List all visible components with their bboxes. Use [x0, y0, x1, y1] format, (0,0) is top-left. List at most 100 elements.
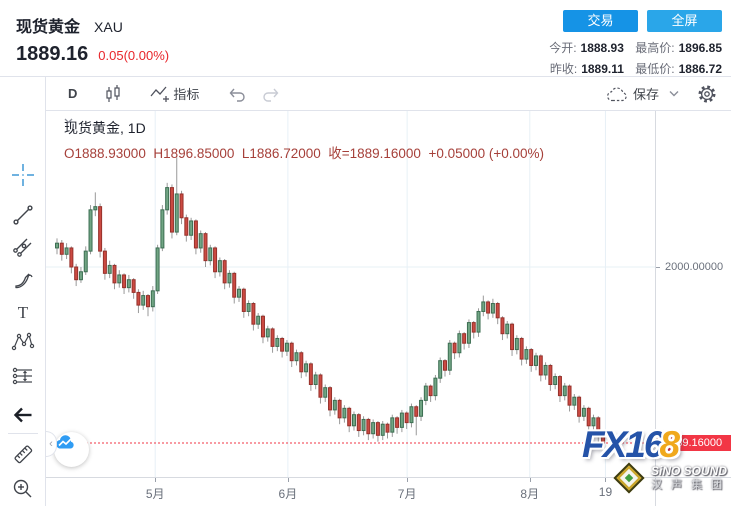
candle-body — [332, 399, 337, 411]
trend-line-tool-icon[interactable] — [11, 203, 35, 227]
candlestick-chart[interactable] — [46, 111, 655, 477]
candle-body — [98, 206, 103, 252]
x-axis-tick — [529, 478, 531, 482]
candle-body — [304, 363, 309, 373]
candle-body — [265, 328, 270, 338]
candle-body — [217, 260, 222, 273]
candle-body — [399, 412, 404, 428]
candle-body — [519, 337, 524, 360]
price-row: 1889.16 0.05(0.00%) — [16, 43, 169, 66]
candle-body — [270, 328, 275, 347]
fullscreen-button[interactable]: 全屏 — [647, 10, 722, 32]
candle-body — [371, 422, 376, 435]
stats-row-1: 今开: 1888.93 最高价: 1896.85 — [541, 38, 722, 59]
candle-body — [294, 352, 299, 362]
current-price-tag: 1889.16000 — [657, 435, 731, 451]
candle-body — [198, 233, 203, 249]
legend-series-row[interactable]: 现货黄金, 1D — [64, 118, 544, 138]
interval-button[interactable]: D — [68, 86, 78, 101]
candle-body — [69, 247, 74, 268]
candle-body — [567, 385, 572, 406]
chart-canvas[interactable]: 现货黄金, 1D O1888.93000 H1896.85000 L1886.7… — [46, 111, 655, 477]
save-menu-chevron-icon[interactable] — [669, 90, 679, 97]
xabcd-pattern-tool-icon[interactable] — [11, 330, 35, 354]
candle-body — [126, 279, 131, 289]
candle-body — [136, 291, 141, 306]
fx168-watermark-logo: FX168 — [582, 425, 680, 465]
back-arrow-icon[interactable] — [11, 403, 35, 427]
candle-body — [452, 342, 457, 354]
candle-body — [462, 333, 467, 344]
candle-body — [222, 260, 227, 284]
projection-tool-icon[interactable] — [11, 364, 35, 388]
chart-legend: 现货黄金, 1D O1888.93000 H1896.85000 L1886.7… — [64, 118, 544, 162]
broker-logo-button[interactable] — [54, 432, 89, 467]
candle-body — [165, 187, 170, 211]
candle-body — [141, 295, 146, 306]
candle-body — [385, 423, 390, 433]
symbol-title: 现货黄金 — [16, 19, 81, 36]
candle-body — [514, 337, 519, 351]
stats-row-2: 昨收: 1889.11 最低价: 1886.72 — [541, 59, 722, 80]
zoom-in-icon[interactable] — [11, 477, 35, 501]
candle-body — [184, 217, 189, 236]
candle-body — [88, 209, 93, 252]
candle-body — [380, 423, 385, 436]
candle-body — [428, 385, 433, 397]
candle-body — [481, 301, 486, 312]
candle-body — [414, 406, 419, 417]
undo-button[interactable] — [227, 85, 247, 103]
toolbar-separator — [8, 433, 38, 434]
candle-body — [457, 333, 462, 354]
x-axis-label: 7月 — [397, 487, 417, 501]
candle-body — [524, 349, 529, 360]
candle-body — [466, 322, 471, 344]
candle-body — [375, 422, 380, 436]
legend-ohlc-values: O1888.93000 H1896.85000 L1886.72000 收=18… — [64, 146, 545, 161]
candle-body — [581, 407, 586, 417]
indicators-label: 指标 — [173, 87, 200, 102]
candle-body — [251, 303, 256, 325]
candle-body — [395, 417, 400, 428]
sino-sound-watermark-logo: SiNO SOUND 汉 声 集 团 — [612, 461, 727, 495]
candle-body — [442, 360, 447, 371]
candle-body — [404, 412, 409, 424]
candle-body — [347, 407, 352, 427]
measure-ruler-icon[interactable] — [11, 442, 35, 466]
candle-body — [299, 352, 304, 373]
candle-body — [55, 242, 59, 249]
save-button[interactable]: 保存 — [606, 84, 659, 103]
candle-body — [562, 385, 567, 397]
legend-chevron-icon[interactable] — [64, 118, 73, 124]
drawing-toolbar: T — [0, 77, 46, 506]
x-axis-tick — [287, 478, 289, 482]
indicators-button[interactable]: 指标 — [149, 84, 199, 104]
candle-body — [366, 418, 371, 435]
candle-body — [342, 407, 347, 419]
redo-button[interactable] — [261, 85, 281, 103]
trade-button[interactable]: 交易 — [563, 10, 638, 32]
sino-logo-text: SiNO SOUND 汉 声 集 团 — [651, 465, 727, 491]
text-tool-icon[interactable]: T — [11, 300, 35, 324]
pitchfork-tool-icon[interactable] — [11, 235, 35, 259]
candle-body — [308, 363, 313, 386]
candle-body — [313, 374, 318, 386]
price-axis[interactable]: 2000.00000 1889.16000 — [655, 111, 731, 477]
chart-style-button[interactable] — [103, 84, 123, 104]
candle-body — [275, 337, 280, 347]
candle-body — [102, 250, 107, 274]
candle-body — [423, 385, 428, 401]
candle-body — [59, 242, 64, 255]
sino-logo-line1: SiNO SOUND — [651, 464, 728, 478]
candle-body — [232, 272, 237, 298]
brush-tool-icon[interactable] — [11, 268, 35, 292]
crosshair-tool-icon[interactable] — [11, 163, 35, 187]
candle-body — [155, 247, 160, 292]
candle-body — [246, 303, 251, 312]
symbol-title-row: 现货黄金 XAU — [16, 13, 123, 37]
settings-gear-icon[interactable] — [697, 84, 717, 104]
candle-body — [237, 288, 242, 298]
candle-body — [241, 288, 246, 312]
candle-body — [174, 193, 179, 233]
candle-body — [361, 418, 366, 432]
